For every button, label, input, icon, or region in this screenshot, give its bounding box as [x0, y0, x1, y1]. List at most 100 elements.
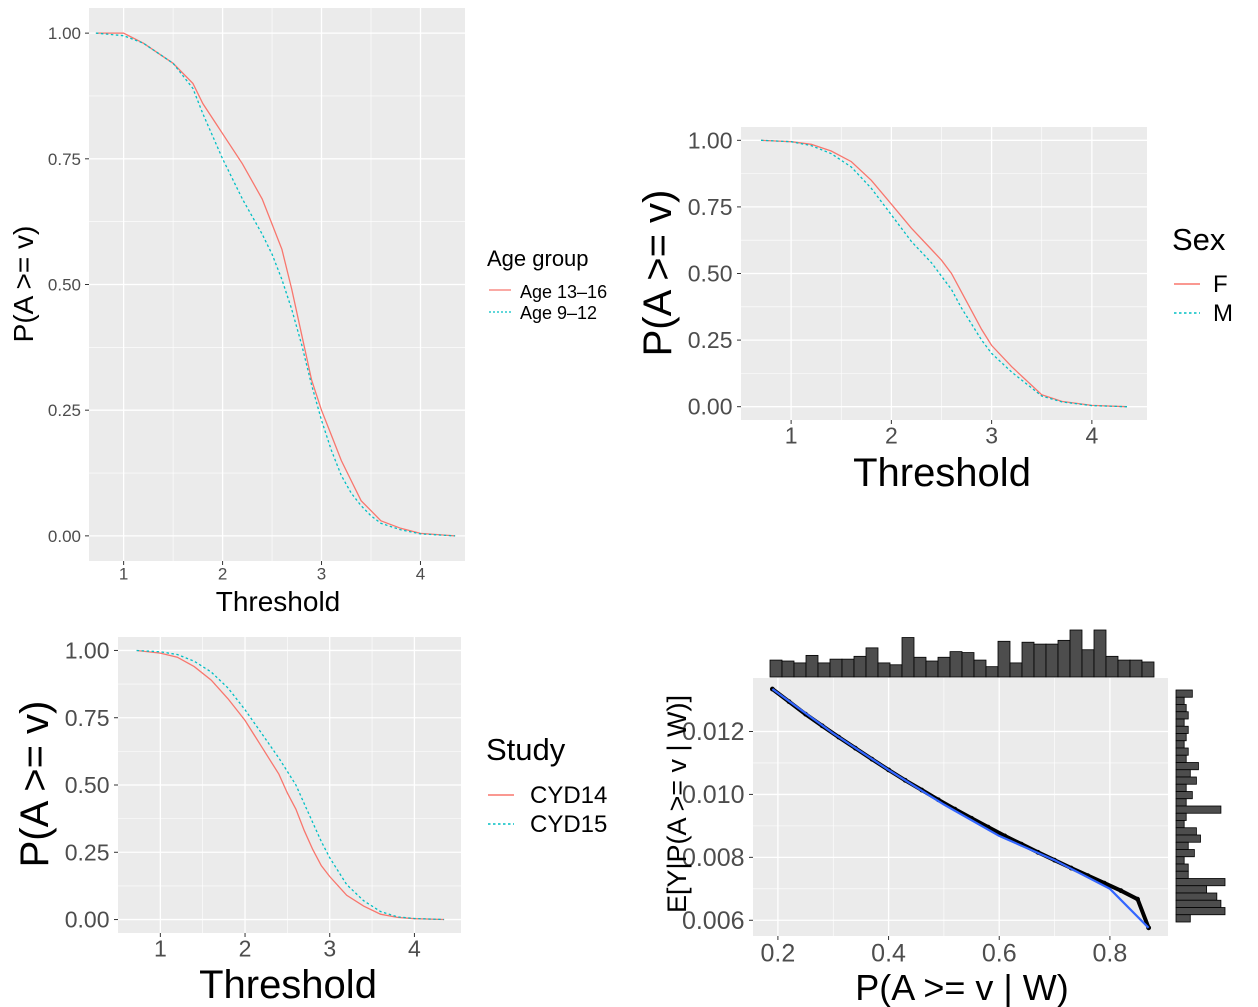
panel-marginal-scatter: 0.2 0.4 0.6 0.8 0.006 0.008 0.010 0.012 P(A >= … [662, 629, 1226, 1007]
study-gridlines [118, 637, 461, 933]
marginal-right-hist-bar [1175, 907, 1226, 916]
age-legend-label-2: Age 9–12 [520, 303, 597, 323]
marginal-top-hist-bar [829, 658, 843, 678]
marginal-right-hist-bar [1175, 718, 1185, 727]
study-x-axis-title: Threshold [199, 963, 377, 1007]
sex-gridlines [741, 127, 1147, 420]
marginal-top-hist-bar [865, 647, 879, 678]
marginal-right-hist-bar [1175, 762, 1199, 771]
marginal-top-hist-bar [997, 640, 1011, 678]
age-y-tick-label: 0.00 [48, 527, 81, 546]
marginal-top-hist-bar [1021, 641, 1035, 678]
marginal-top-hist-bar [793, 662, 807, 678]
marginal-y-tick-label: 0.012 [682, 718, 745, 746]
study-legend-title: Study [486, 732, 566, 767]
marginal-right-hist-bar [1175, 783, 1187, 792]
marginal-top-hist-bar [805, 654, 819, 678]
marginal-top-hist-bar [913, 656, 927, 678]
marginal-right-hist-bar [1175, 878, 1226, 887]
sex-y-tick-label: 0.00 [688, 394, 733, 420]
sex-series-2-line [760, 139, 1128, 408]
marginal-right-hist-bar [1175, 754, 1187, 763]
marginal-gridlines [753, 678, 1168, 936]
sex-series-1-line [760, 139, 1128, 408]
study-legend: Study CYD14 CYD15 [486, 732, 607, 838]
marginal-right-hist-bar [1175, 733, 1187, 742]
age-legend: Age group Age 13–16 Age 9–12 [487, 246, 607, 323]
marginal-point [1118, 888, 1124, 894]
study-x-tick-label: 3 [323, 936, 336, 962]
marginal-x-axis-title: P(A >= v | W) [855, 967, 1068, 1007]
marginal-y-axis-title: E[Y|P(A >= v | W)] [662, 695, 692, 913]
marginal-right-hist-bar [1175, 711, 1189, 720]
sex-x-tick-label: 3 [985, 423, 998, 449]
sex-y-tick-label: 0.50 [688, 261, 733, 287]
marginal-top-hist-bar [901, 637, 915, 678]
panel-sex: 1 2 3 4 0.00 0.25 0.50 0.75 1.00 Threshold P(A >… [636, 127, 1233, 495]
study-y-axis-title: P(A >= v) [13, 701, 57, 868]
marginal-top-hist-bar [1141, 661, 1155, 678]
marginal-top-hist-bar [1129, 659, 1143, 678]
marginal-top-hist-bar [889, 664, 903, 678]
age-series-1-line [95, 32, 456, 537]
marginal-top-hist-bar [949, 651, 963, 678]
age-series [95, 32, 456, 537]
marginal-point [1135, 896, 1140, 902]
study-y-tick-label: 0.50 [65, 772, 110, 798]
age-x-tick-label: 4 [416, 564, 425, 583]
marginal-top-hist-bar [1105, 655, 1119, 678]
marginal-right-hist-bar [1175, 812, 1187, 821]
marginal-top-hist-bar [961, 652, 975, 678]
marginal-top-hist-bar [1117, 659, 1131, 678]
marginal-top-hist-bar [1009, 662, 1023, 678]
study-series-2-line [136, 649, 445, 921]
age-y-tick-label: 0.50 [48, 275, 81, 294]
marginal-top-hist-bar [1081, 649, 1095, 678]
sex-y-tick-label: 0.75 [688, 194, 733, 220]
marginal-y-tick-label: 0.010 [682, 781, 745, 809]
marginal-right-hist-bar [1175, 689, 1193, 698]
sex-x-axis-title: Threshold [853, 451, 1031, 495]
marginal-right-hist-bar [1175, 849, 1195, 858]
marginal-right-hist-bar [1175, 856, 1185, 865]
marginal-y-tick-label: 0.008 [682, 844, 745, 872]
marginal-right-hist-bar [1175, 769, 1191, 778]
marginal-right-hist-bar [1175, 863, 1189, 872]
age-y-tick-label: 1.00 [48, 24, 81, 43]
marginal-top-hist-bar [769, 659, 783, 678]
marginal-top-hist-bar [877, 662, 891, 678]
marginal-right-hist-bar [1175, 841, 1189, 850]
sex-y-tick-label: 0.25 [688, 327, 733, 353]
sex-legend: Sex F M [1172, 222, 1233, 327]
age-x-tick-label: 2 [218, 564, 227, 583]
study-series [136, 649, 445, 921]
marginal-top-hist-bar [937, 656, 951, 678]
marginal-top-hist-bar [1045, 643, 1059, 678]
marginal-right-hist-bar [1175, 791, 1193, 800]
study-y-tick-label: 0.00 [65, 907, 110, 933]
marginal-top-hist-bar [1057, 639, 1071, 678]
sex-legend-label-2: M [1213, 300, 1233, 327]
marginal-top-histogram [769, 629, 1155, 678]
marginal-top-hist-bar [781, 660, 795, 678]
marginal-right-hist-bar [1175, 696, 1185, 705]
study-legend-label-1: CYD14 [530, 782, 607, 809]
marginal-right-hist-bar [1175, 834, 1201, 843]
sex-x-tick-label: 1 [785, 423, 798, 449]
marginal-right-histogram [1175, 689, 1226, 923]
marginal-y-tick-label: 0.006 [682, 907, 745, 935]
age-x-tick-label: 3 [317, 564, 326, 583]
marginal-right-hist-bar [1175, 805, 1222, 814]
marginal-right-hist-bar [1175, 827, 1197, 836]
marginal-right-hist-bar [1175, 885, 1208, 894]
marginal-x-tick-label: 0.8 [1093, 939, 1128, 967]
sex-y-axis-title: P(A >= v) [636, 190, 680, 357]
sex-y-tick-label: 1.00 [688, 127, 733, 153]
study-legend-label-2: CYD15 [530, 811, 607, 838]
marginal-right-hist-bar [1175, 914, 1191, 923]
marginal-right-hist-bar [1175, 725, 1189, 734]
marginal-right-hist-bar [1175, 820, 1185, 829]
marginal-x-tick-label: 0.2 [761, 939, 796, 967]
sex-legend-label-1: F [1213, 271, 1228, 298]
